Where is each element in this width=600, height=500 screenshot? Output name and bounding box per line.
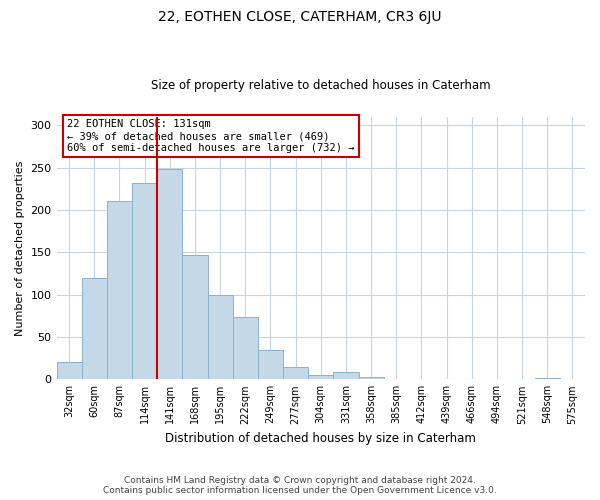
Bar: [233, 318, 258, 380]
Bar: [157, 170, 182, 380]
Bar: [182, 255, 208, 380]
Text: Contains HM Land Registry data © Crown copyright and database right 2024.
Contai: Contains HM Land Registry data © Crown c…: [103, 476, 497, 495]
Bar: [208, 294, 233, 380]
Bar: [308, 375, 334, 380]
Bar: [258, 350, 283, 380]
Title: Size of property relative to detached houses in Caterham: Size of property relative to detached ho…: [151, 79, 491, 92]
Bar: [334, 372, 359, 380]
Bar: [283, 366, 308, 380]
Bar: [359, 377, 383, 380]
X-axis label: Distribution of detached houses by size in Caterham: Distribution of detached houses by size …: [166, 432, 476, 445]
Bar: [535, 378, 560, 380]
Bar: [82, 278, 107, 380]
Bar: [107, 202, 132, 380]
Text: 22, EOTHEN CLOSE, CATERHAM, CR3 6JU: 22, EOTHEN CLOSE, CATERHAM, CR3 6JU: [158, 10, 442, 24]
Y-axis label: Number of detached properties: Number of detached properties: [15, 160, 25, 336]
Bar: [56, 362, 82, 380]
Text: 22 EOTHEN CLOSE: 131sqm
← 39% of detached houses are smaller (469)
60% of semi-d: 22 EOTHEN CLOSE: 131sqm ← 39% of detache…: [67, 120, 355, 152]
Bar: [132, 183, 157, 380]
